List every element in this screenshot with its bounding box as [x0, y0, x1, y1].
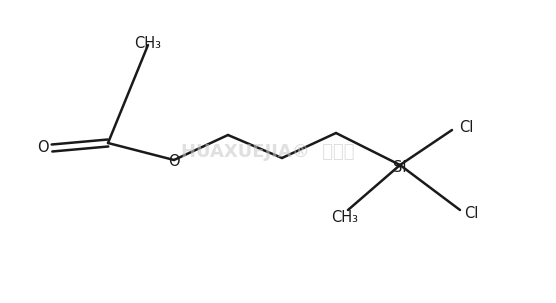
Text: CH₃: CH₃	[331, 211, 359, 225]
Text: O: O	[168, 155, 180, 169]
Text: Cl: Cl	[464, 207, 478, 221]
Text: Cl: Cl	[459, 119, 473, 135]
Text: O: O	[37, 141, 49, 155]
Text: CH₃: CH₃	[135, 35, 161, 51]
Text: HUAXUEJIA®  化学加: HUAXUEJIA® 化学加	[181, 143, 355, 161]
Text: Si: Si	[393, 159, 407, 175]
